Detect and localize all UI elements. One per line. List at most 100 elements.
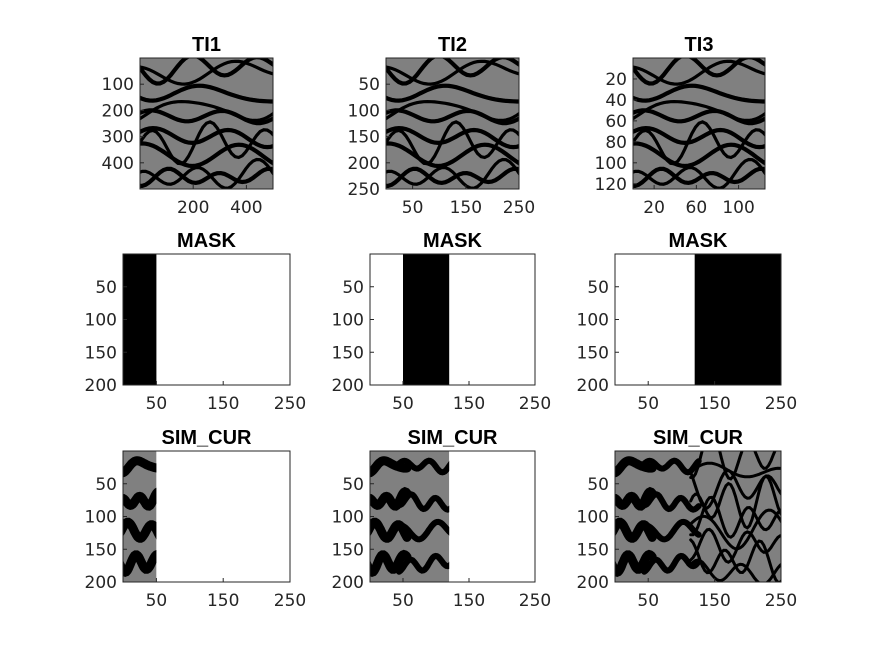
simulation-channel: [689, 461, 781, 479]
training-image-channel: [140, 157, 273, 189]
mask3-xtick-label: 250: [765, 394, 797, 414]
ti2-xtick-label: 50: [402, 198, 424, 218]
simulation-channel: [123, 456, 157, 478]
sim2-ytick-label: 150: [332, 540, 364, 560]
mask-filled-region: [403, 254, 450, 385]
training-image-channel: [140, 59, 273, 86]
simulation-channel: [689, 495, 781, 539]
ti1-image: [140, 58, 273, 189]
mask3-ytick-label: 200: [577, 376, 609, 396]
sim1-ytick-label: 200: [85, 573, 117, 593]
sim1-ytick-label: 150: [85, 540, 117, 560]
sim2-title: SIM_CUR: [407, 427, 498, 449]
sim3-xtick-label: 50: [637, 591, 659, 611]
sim1-xtick-label: 50: [146, 591, 168, 611]
ti3-xtick-label: 20: [643, 198, 665, 218]
ti3-ytick-label: 80: [605, 133, 627, 153]
ti3-title: TI3: [685, 34, 714, 56]
mask2-title: MASK: [423, 230, 482, 252]
training-image-channel: [633, 125, 765, 150]
training-image-channel: [633, 59, 765, 86]
training-image-channel: [633, 157, 765, 189]
sim3-ytick-label: 150: [577, 540, 609, 560]
ti2-image: [386, 58, 519, 189]
mask3-ytick-label: 150: [577, 343, 609, 363]
sim3-title: SIM_CUR: [653, 427, 744, 449]
mask1-title: MASK: [177, 230, 236, 252]
mask-empty-region: [370, 254, 535, 385]
mask3-ytick-label: 50: [587, 278, 609, 298]
simulation-channel: [615, 549, 657, 578]
training-image-channel: [140, 99, 273, 122]
training-image-channel: [386, 125, 519, 150]
simulation-channel: [689, 538, 781, 582]
simulation-channel: [641, 491, 702, 513]
training-image-channel: [386, 58, 519, 86]
subplot-sim1: SIM_CUR 50 150 250 50 100 150 200: [85, 427, 307, 611]
subplot-mask3: MASK 50 150 250 50 100 150 200: [577, 230, 798, 414]
sim1-xtick-label: 150: [207, 591, 239, 611]
ti1-ytick-label: 100: [102, 75, 134, 95]
subplot-sim3: SIM_CUR 50 150 250 50 100 150 200: [577, 427, 798, 611]
ti2-ytick-label: 100: [348, 101, 380, 121]
simulation-channel: [123, 517, 157, 543]
ti1-xtick-label: 200: [177, 198, 209, 218]
sim3-xtick-label: 150: [698, 591, 730, 611]
subplot-sim2: SIM_CUR 50 150 250 50 100 150 200: [332, 427, 552, 611]
ti3-image: [633, 58, 765, 189]
training-image-channel: [140, 120, 273, 166]
simulation-channel: [370, 486, 412, 511]
mask2-ytick-label: 200: [332, 376, 364, 396]
simulation-channel: [689, 468, 781, 510]
simulation-channel: [689, 527, 781, 564]
mask2-xtick-label: 50: [392, 394, 414, 414]
ti2-ytick-label: 250: [348, 180, 380, 200]
sim1-ytick-label: 100: [85, 508, 117, 528]
subplot-grid: TI1 200 400 100 200 300 400 TI2 50 150 250 50 100 150…: [85, 34, 798, 611]
sim3-ytick-label: 50: [587, 475, 609, 495]
ti3-ytick-label: 20: [605, 70, 627, 90]
simulation-channel: [615, 456, 657, 478]
ti2-title: TI2: [438, 34, 467, 56]
mask1-xtick-label: 150: [207, 394, 239, 414]
training-image-channel: [386, 83, 519, 104]
ti3-ytick-label: 40: [605, 91, 627, 111]
sim2-ytick-label: 100: [332, 508, 364, 528]
sim3-ytick-label: 200: [577, 573, 609, 593]
ti1-xtick-label: 400: [230, 198, 262, 218]
sim3-xtick-label: 250: [765, 591, 797, 611]
sim2-xtick-label: 50: [392, 591, 414, 611]
training-image-channel: [386, 166, 519, 189]
training-image-channel: [386, 59, 519, 86]
training-image-channel: [386, 108, 519, 126]
training-image-channel: [633, 83, 765, 104]
ti3-axes-box: [632, 57, 766, 190]
mask1-xtick-label: 250: [274, 394, 306, 414]
ti1-title: TI1: [192, 34, 221, 56]
mask3-title: MASK: [669, 230, 728, 252]
sim3-image: [615, 451, 781, 582]
mask1-xtick-label: 50: [146, 394, 168, 414]
training-image-channel: [386, 99, 519, 122]
sim1-image: [123, 451, 290, 582]
ti3-ytick-label: 60: [605, 112, 627, 132]
training-image-channel: [140, 58, 273, 86]
subplot-ti2: TI2 50 150 250 50 100 150 200 250: [348, 34, 536, 218]
training-image-channel: [633, 99, 765, 122]
ti1-ytick-label: 400: [102, 154, 134, 174]
training-image-channel: [386, 120, 519, 166]
sim2-xtick-label: 250: [519, 591, 551, 611]
mask2-xtick-label: 250: [519, 394, 551, 414]
training-image-channel: [140, 141, 273, 169]
simulation-channel: [689, 451, 777, 481]
simulation-channel: [396, 457, 450, 476]
mask2-ytick-label: 50: [342, 278, 364, 298]
mask1-image: [123, 254, 290, 385]
sim2-ytick-label: 200: [332, 573, 364, 593]
mask1-ytick-label: 100: [85, 311, 117, 331]
sim1-ytick-label: 50: [95, 475, 117, 495]
sim2-ytick-label: 50: [342, 475, 364, 495]
ti2-ytick-label: 50: [358, 75, 380, 95]
ti3-xtick-label: 60: [686, 198, 708, 218]
